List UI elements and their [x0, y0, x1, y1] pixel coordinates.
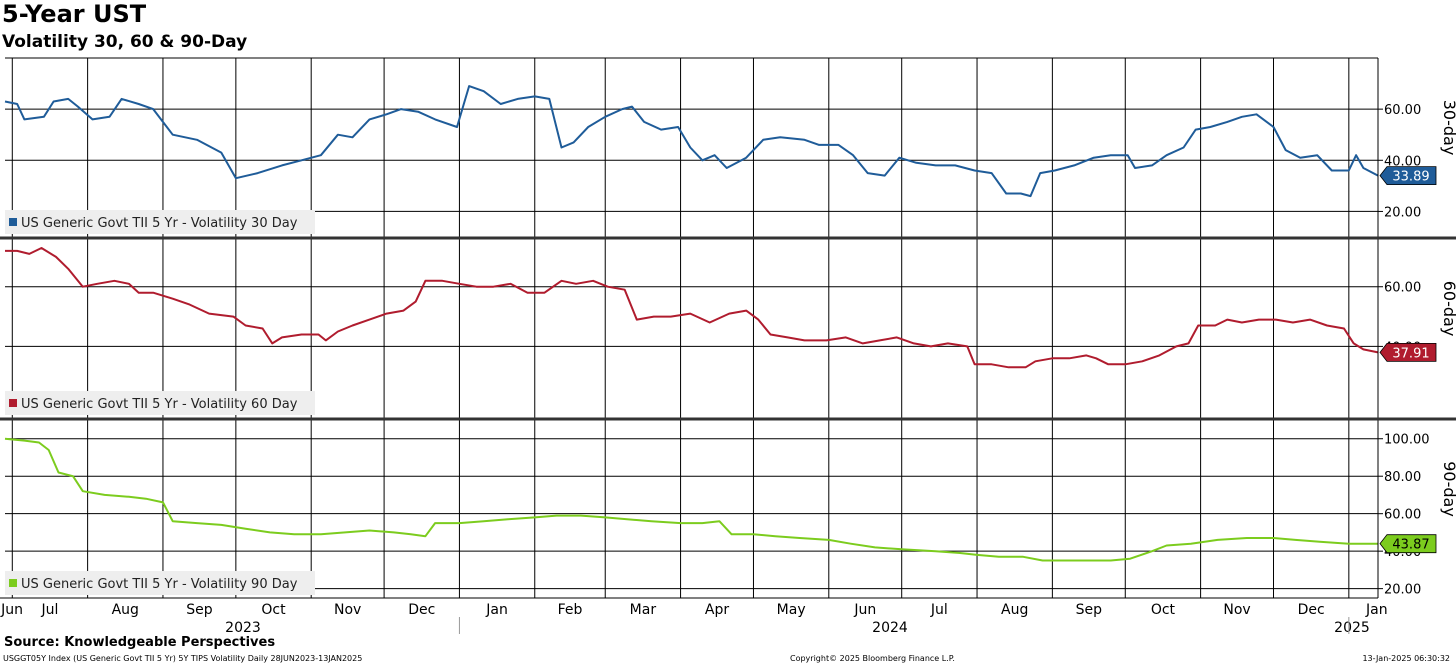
month-label: Jul [930, 602, 948, 618]
timestamp: 13-Jan-2025 06:30:32 [1362, 654, 1450, 663]
axis-label-vol90: 90-day [1440, 461, 1456, 517]
chart-title: 5-Year UST [2, 0, 147, 28]
y-tick-label: 40.00 [1384, 154, 1421, 169]
month-label: Jan [485, 602, 508, 618]
last-value-label: 33.89 [1392, 170, 1429, 185]
year-label: 2023 [225, 620, 261, 636]
legend-label-vol60: US Generic Govt TII 5 Yr - Volatility 60… [21, 397, 298, 412]
source-note: Source: Knowledgeable Perspectives [4, 635, 276, 650]
month-label: Nov [334, 602, 361, 618]
last-value-tag-vol30 [1379, 166, 1437, 186]
last-value-tag-vol90 [1379, 534, 1437, 554]
chart-subtitle: Volatility 30, 60 & 90-Day [2, 32, 248, 52]
panel-vol90: 20.0040.0060.0080.00100.0043.8790-dayUS … [4, 420, 1456, 598]
month-label: Jun [0, 602, 23, 618]
legend-box [5, 391, 315, 415]
last-value-label: 37.91 [1392, 346, 1429, 361]
y-tick-label: 20.00 [1384, 205, 1421, 220]
month-label: Jul [41, 602, 59, 618]
legend-swatch-vol30 [9, 218, 17, 226]
month-label: Oct [261, 602, 286, 618]
month-label: Jan [1365, 602, 1388, 618]
month-label: May [777, 602, 806, 618]
y-tick-label: 100.00 [1384, 433, 1430, 448]
series-line-vol60 [5, 247, 1379, 369]
month-label: Dec [408, 602, 435, 618]
series-line-vol30 [4, 85, 1379, 198]
axis-label-vol60: 60-day [1440, 281, 1456, 337]
month-label: Aug [112, 602, 139, 618]
month-label: Dec [1298, 602, 1325, 618]
axis-label-vol30: 30-day [1440, 100, 1456, 156]
legend-label-vol30: US Generic Govt TII 5 Yr - Volatility 30… [21, 216, 298, 231]
y-tick-label: 20.00 [1384, 583, 1421, 598]
month-label: Sep [186, 602, 213, 618]
month-label: Sep [1076, 602, 1103, 618]
year-label: 2025 [1334, 620, 1370, 636]
y-tick-label: 60.00 [1384, 103, 1421, 118]
month-label: Feb [558, 602, 583, 618]
index-info: USGGT05Y Index (US Generic Govt TII 5 Yr… [3, 654, 363, 663]
panel-vol30: 20.00 40.00 60.00 33.89 30-day US Generic Gov… [4, 58, 1456, 237]
year-label: 2024 [872, 620, 908, 636]
last-value-tag-vol60 [1379, 342, 1437, 362]
legend-label-vol90: US Generic Govt TII 5 Yr - Volatility 90… [21, 577, 298, 592]
y-tick-label: 60.00 [1384, 281, 1421, 296]
month-label: Apr [705, 602, 729, 618]
series-line-vol90 [4, 437, 1378, 562]
month-label: Nov [1223, 602, 1250, 618]
legend-box [5, 210, 315, 234]
copyright-note: Copyright© 2025 Bloomberg Finance L.P. [790, 654, 955, 663]
last-value-label: 43.87 [1392, 538, 1429, 553]
y-tick-label: 80.00 [1384, 470, 1421, 485]
month-label: Oct [1151, 602, 1176, 618]
legend-swatch-vol60 [9, 399, 17, 407]
y-tick-label: 60.00 [1384, 508, 1421, 523]
month-label: Aug [1001, 602, 1028, 618]
legend-swatch-vol90 [9, 579, 17, 587]
legend-box [5, 571, 315, 595]
month-label: Mar [630, 602, 657, 618]
month-label: Jun [853, 602, 876, 618]
